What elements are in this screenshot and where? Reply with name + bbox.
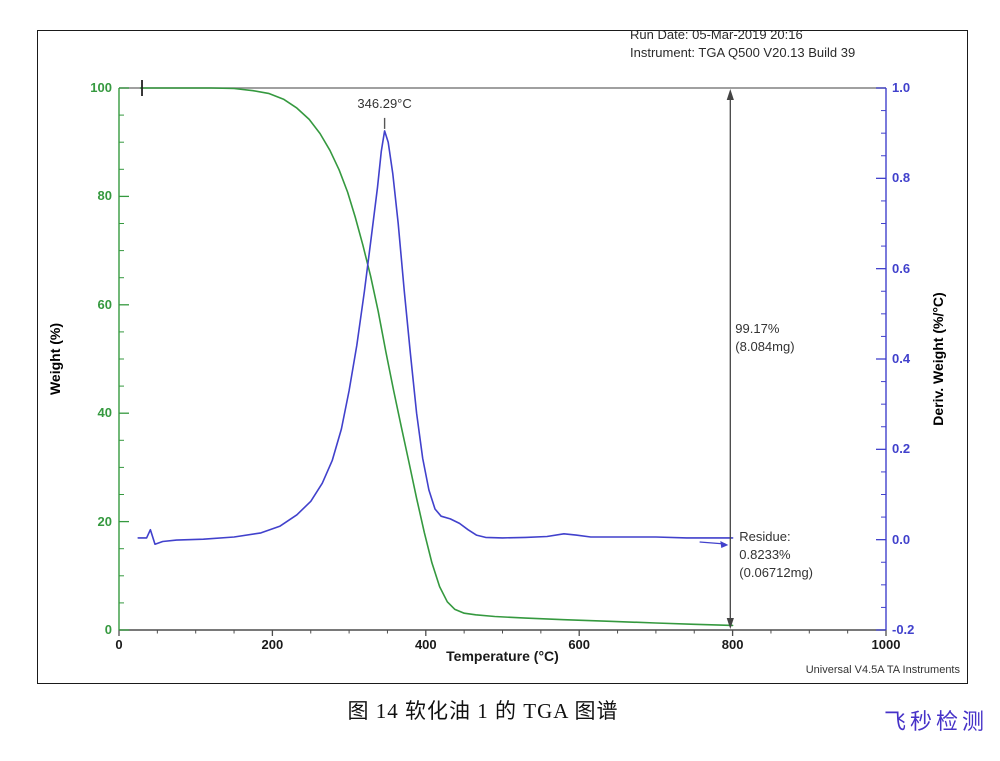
watermark-text: 飞秒检测 (883, 709, 988, 734)
right-tick-label: 0.4 (892, 351, 911, 366)
left-tick-label: 80 (97, 188, 112, 204)
left-axis-title: Weight (%) (47, 322, 63, 396)
right-tick-label: 0.6 (892, 260, 911, 276)
run-date-text: Run Date: 05-Mar-2019 20:16 (630, 27, 803, 42)
x-tick-label: 400 (414, 637, 437, 652)
instrument-credit: Universal V4.5A TA Instruments (805, 664, 960, 676)
right-axis-title: Deriv. Weight (%/°C) (930, 292, 946, 426)
weight-loss-mass: (8.084mg) (735, 339, 795, 354)
x-tick-label: 600 (568, 637, 591, 652)
left-tick-label: 100 (90, 80, 112, 95)
left-tick-label: 40 (97, 405, 112, 421)
figure-caption: 图 14 软化油 1 的 TGA 图谱 (347, 699, 619, 723)
residue-title: Residue: (739, 529, 791, 544)
step-arrow-head-down (726, 618, 734, 629)
right-tick-label: -0.2 (892, 622, 915, 637)
run-info-block: Run Date: 05-Mar-2019 20:16 Instrument: … (630, 26, 855, 62)
figure-border (37, 30, 968, 684)
instrument-text: Instrument: TGA Q500 V20.13 Build 39 (630, 45, 856, 60)
left-tick-label: 60 (97, 296, 112, 312)
x-tick-label: 800 (721, 637, 744, 652)
x-tick-label: 200 (261, 637, 284, 652)
residue-leader-arrowhead (720, 541, 729, 548)
left-tick-label: 20 (97, 513, 112, 529)
right-tick-label: 0.0 (892, 531, 911, 547)
right-tick-label: 0.8 (892, 170, 911, 186)
x-axis-title: Temperature (°C) (446, 648, 559, 664)
x-tick-label: 0 (115, 637, 123, 652)
x-tick-label: 1000 (871, 637, 901, 652)
peak-temperature-label: 346.29°C (357, 96, 412, 111)
residue-mass: (0.06712mg) (739, 565, 814, 580)
weight-loss-annotation: 99.17% (8.084mg) (735, 320, 794, 356)
residue-annotation: Residue: 0.8233% (0.06712mg) (739, 528, 813, 582)
left-tick-label: 0 (104, 622, 112, 637)
step-arrow-head-up (726, 89, 734, 100)
weight-curve (139, 87, 734, 627)
right-tick-label: 1.0 (892, 80, 911, 95)
right-tick-label: 0.2 (892, 441, 911, 457)
weight-loss-percent: 99.17% (735, 321, 780, 336)
deriv-weight-curve (137, 130, 734, 546)
residue-percent: 0.8233% (739, 547, 791, 562)
